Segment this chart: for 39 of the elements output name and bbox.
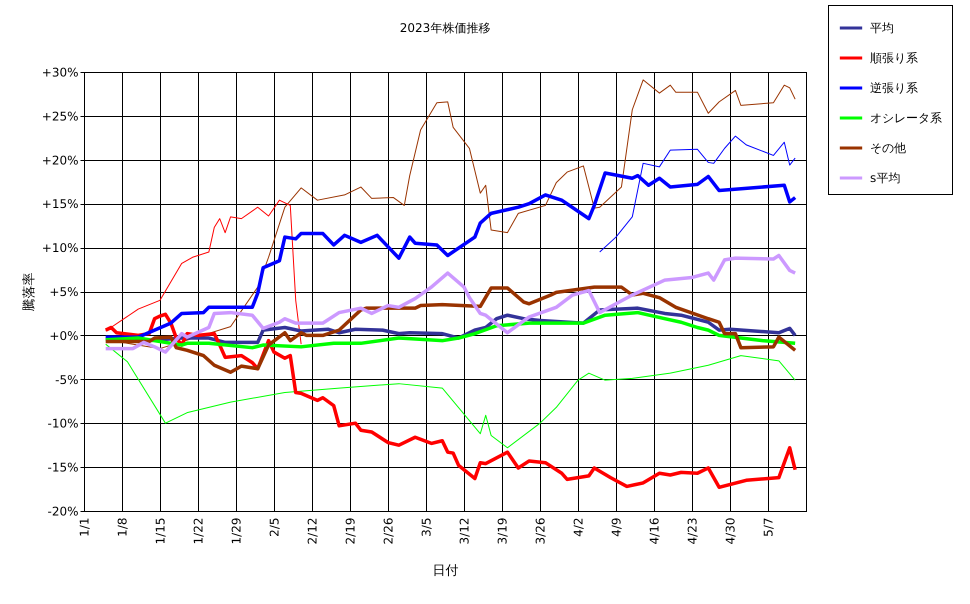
x-tick-label: 2/12 [306,518,320,544]
x-tick-label: 4/30 [724,518,738,544]
y-tick-label: -5% [55,372,78,387]
y-tick-label: +5% [49,285,78,299]
x-tick-label: 2/26 [382,518,396,544]
y-tick-label: -15% [47,460,78,475]
x-tick-label: 5/7 [762,518,776,537]
y-axis-title: 騰落率 [20,272,37,312]
y-tick-label: +0% [49,328,78,343]
x-tick-label: 2/19 [344,518,358,544]
y-tick-label: +20% [42,153,78,168]
legend-label: 逆張り系 [870,81,918,95]
legend-label: 平均 [870,21,894,35]
x-tick-label: 1/1 [78,518,92,537]
x-tick-label: 4/16 [648,518,662,544]
y-tick-label: +15% [42,197,78,212]
x-tick-label: 4/9 [610,518,624,537]
x-tick-label: 1/22 [192,518,206,544]
x-tick-label: 2/5 [268,518,282,537]
y-tick-label: -20% [47,504,78,518]
x-tick-label: 3/5 [420,518,434,537]
legend-label: オシレータ系 [870,111,942,125]
chart-title: 2023年株価推移 [400,21,490,35]
x-tick-label: 3/12 [458,518,472,544]
x-tick-label: 3/26 [534,518,548,544]
x-tick-label: 4/2 [572,518,586,537]
y-tick-label: +10% [42,241,78,256]
legend-label: s平均 [870,171,900,185]
x-tick-label: 1/15 [154,518,168,544]
y-tick-label: -10% [47,416,78,431]
x-tick-label: 4/23 [686,518,700,544]
x-tick-label: 3/19 [496,518,510,544]
y-tick-label: +25% [42,109,78,124]
x-tick-label: 1/29 [230,518,244,544]
legend-label: 順張り系 [870,51,918,65]
legend-label: その他 [870,141,906,155]
y-tick-label: +30% [42,66,78,80]
x-axis-title: 日付 [432,563,458,578]
x-tick-label: 1/8 [116,518,130,537]
